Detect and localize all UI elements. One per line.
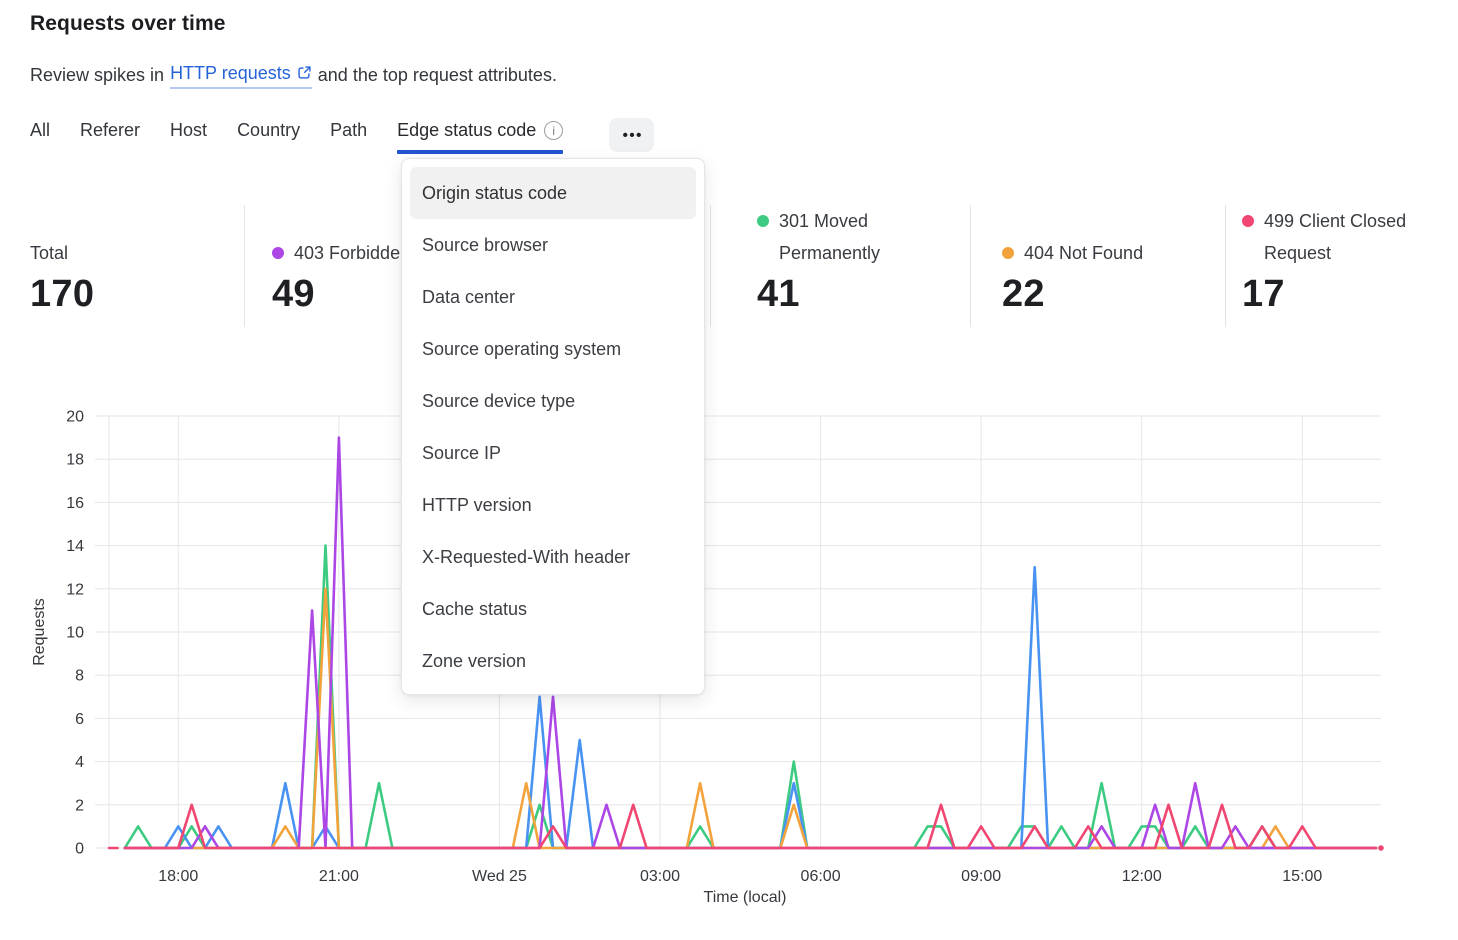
stat-label: 301 Moved Permanently — [757, 205, 901, 269]
attribute-dropdown-list: Origin status code Source browser Data cen… — [402, 167, 704, 687]
menu-item-origin-status-code[interactable]: Origin status code — [410, 167, 696, 219]
menu-item-source-ip[interactable]: Source IP — [422, 443, 502, 463]
tab-all[interactable]: All — [30, 120, 51, 140]
y-tick-label: 18 — [66, 452, 84, 469]
menu-item-x-requested-with-header[interactable]: X-Requested-With header — [422, 547, 631, 567]
x-axis-title: Time (local) — [704, 889, 787, 906]
stat-label: 404 Not Found — [1002, 237, 1143, 269]
stat-label-text: 404 Not Found — [1024, 243, 1144, 263]
x-tick-label: 18:00 — [158, 868, 198, 885]
stat-label-text: 403 Forbidden — [294, 243, 411, 263]
series-line-301-moved-permanently — [123, 544, 1378, 850]
y-tick-label: 12 — [66, 581, 84, 598]
more-attributes-button[interactable]: ••• — [609, 118, 655, 152]
legend-dot-499-client-closed-request — [1242, 215, 1254, 227]
page-title: Requests over time — [30, 12, 226, 35]
menu-item-source-device-type[interactable]: Source device type — [422, 391, 576, 411]
menu-item-zone-version[interactable]: Zone version — [422, 651, 527, 671]
stat-301-moved-permanently: 301 Moved Permanently 41 — [757, 190, 901, 314]
stat-label: 499 Client Closed Request — [1242, 205, 1410, 269]
stat-value: 17 — [1242, 273, 1285, 315]
stat-404-not-found: 404 Not Found 22 — [1002, 190, 1143, 314]
y-tick-label: 20 — [66, 409, 84, 426]
stat-label-text: Total — [30, 243, 69, 263]
x-tick-label: 21:00 — [319, 868, 359, 885]
menu-item-source-operating-system[interactable]: Source operating system — [422, 339, 622, 359]
y-tick-label: 0 — [75, 841, 84, 858]
y-axis-title: Requests — [31, 598, 48, 666]
stat-divider — [244, 205, 245, 327]
stat-label: 403 Forbidden — [272, 237, 410, 269]
tab-country[interactable]: Country — [237, 120, 301, 140]
menu-item-data-center[interactable]: Data center — [422, 287, 516, 307]
menu-item-cache-status[interactable]: Cache status — [422, 599, 528, 619]
legend-dot-403-forbidden — [272, 247, 284, 259]
tab-edge-status-code[interactable]: Edge status code i — [397, 120, 564, 154]
y-tick-label: 16 — [66, 495, 84, 512]
info-icon[interactable]: i — [544, 121, 564, 140]
x-tick-label: 15:00 — [1282, 868, 1322, 885]
legend-dot-301-moved-permanently — [757, 215, 769, 227]
stat-label-text: 499 Client Closed Request — [1264, 211, 1407, 263]
stat-label: Total — [30, 237, 94, 269]
y-tick-label: 6 — [75, 711, 84, 728]
stat-value: 41 — [757, 273, 800, 315]
tab-path[interactable]: Path — [330, 120, 368, 140]
stat-divider — [710, 205, 711, 327]
tab-referer[interactable]: Referer — [80, 120, 141, 140]
x-tick-label: 09:00 — [961, 868, 1001, 885]
http-requests-link[interactable]: HTTP requests — [170, 60, 312, 89]
requests-over-time-chart: 0 2 4 6 8 10 12 14 16 18 20 18:00 21:00 Wed 25 03:00 06… — [31, 409, 1384, 906]
link-text: HTTP requests — [170, 63, 291, 83]
stat-divider — [970, 205, 971, 327]
series-line-403-forbidden — [123, 436, 1378, 850]
y-tick-label: 14 — [66, 538, 84, 555]
series-line-499-client-closed-request — [123, 803, 1378, 850]
x-tick-label: 03:00 — [640, 868, 680, 885]
subtitle-prefix: Review spikes in — [30, 64, 165, 85]
subtitle-suffix: and the top request attributes. — [317, 64, 557, 85]
stat-403-forbidden: 403 Forbidden 49 — [272, 190, 410, 314]
attribute-tabs: All Referer Host Country Path Edge status cod… — [30, 118, 655, 154]
y-tick-label: 2 — [75, 797, 84, 814]
menu-item-source-browser[interactable]: Source browser — [422, 235, 549, 255]
series-end-dot — [1378, 845, 1384, 851]
x-tick-label: 12:00 — [1122, 868, 1162, 885]
stat-total: Total 170 — [30, 190, 94, 314]
subtitle: Review spikes in HTTP requests and the t… — [30, 60, 557, 89]
stat-divider — [1225, 205, 1226, 327]
legend-dot-404-not-found — [1002, 247, 1014, 259]
x-tick-label: 06:00 — [801, 868, 841, 885]
y-tick-label: 8 — [75, 668, 84, 685]
active-tab-label: Edge status code — [397, 120, 537, 140]
y-tick-label: 10 — [66, 625, 84, 642]
x-tick-label: Wed 25 — [472, 868, 527, 885]
menu-item-http-version[interactable]: HTTP version — [422, 495, 532, 515]
stat-value: 22 — [1002, 273, 1045, 315]
stat-value: 170 — [30, 273, 95, 315]
ellipsis-icon: ••• — [622, 126, 643, 144]
stat-label-text: 301 Moved Permanently — [779, 211, 881, 263]
stat-499-client-closed-request: 499 Client Closed Request 17 — [1242, 190, 1410, 314]
attribute-dropdown-menu: Origin status code Source browser Data cen… — [401, 158, 705, 695]
chart-grid: 0 2 4 6 8 10 12 14 16 18 20 18:00 21:00 Wed 25 03:00 06… — [66, 409, 1381, 885]
stat-value: 49 — [272, 273, 315, 315]
tab-host[interactable]: Host — [170, 120, 208, 140]
y-tick-label: 4 — [75, 754, 84, 771]
external-link-icon — [298, 65, 311, 79]
